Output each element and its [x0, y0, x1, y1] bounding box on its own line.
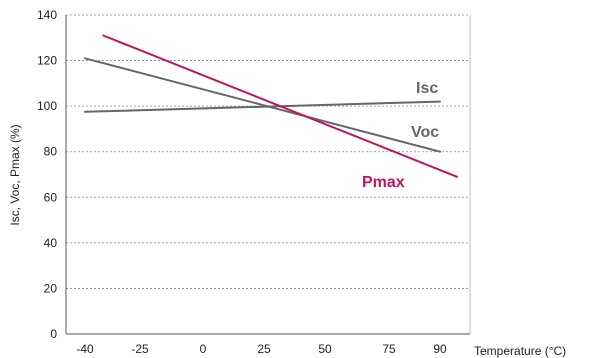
series-line-voc [84, 57, 441, 153]
y-axis-title: Isc, Voc, Pmax (%) [8, 124, 22, 225]
x-tick-label: 50 [318, 342, 332, 356]
y-tick-label: 40 [44, 236, 58, 250]
x-tick-label: 25 [257, 342, 271, 356]
x-tick-label: 0 [200, 342, 207, 356]
y-tick-label: 60 [44, 190, 58, 204]
x-tick-label: -40 [76, 342, 94, 356]
x-axis-title: Temperature (°C) [474, 344, 566, 358]
series-line-isc [84, 100, 441, 113]
series-label-isc: Isc [416, 80, 438, 97]
series-lines [84, 34, 458, 178]
x-tick-label: 75 [382, 342, 396, 356]
y-tick-label: 140 [37, 8, 57, 22]
y-tick-label: 120 [37, 54, 57, 68]
x-tick-label: 90 [433, 342, 447, 356]
series-labels: Isc Voc Pmax [362, 80, 439, 191]
series-label-voc: Voc [411, 124, 439, 141]
series-label-pmax: Pmax [362, 174, 405, 191]
y-tick-label: 0 [50, 327, 57, 341]
x-tick-labels: -40 -25 0 25 50 75 90 [76, 342, 447, 356]
y-tick-labels: 0 20 40 60 80 100 120 140 [37, 8, 57, 341]
y-tick-label: 20 [44, 281, 58, 295]
series-line-pmax [102, 34, 458, 178]
y-tick-label: 100 [37, 99, 57, 113]
chart-axes [65, 15, 471, 335]
y-tick-label: 80 [44, 145, 58, 159]
x-tick-label: -25 [131, 342, 149, 356]
horizontal-gridlines [66, 14, 470, 289]
